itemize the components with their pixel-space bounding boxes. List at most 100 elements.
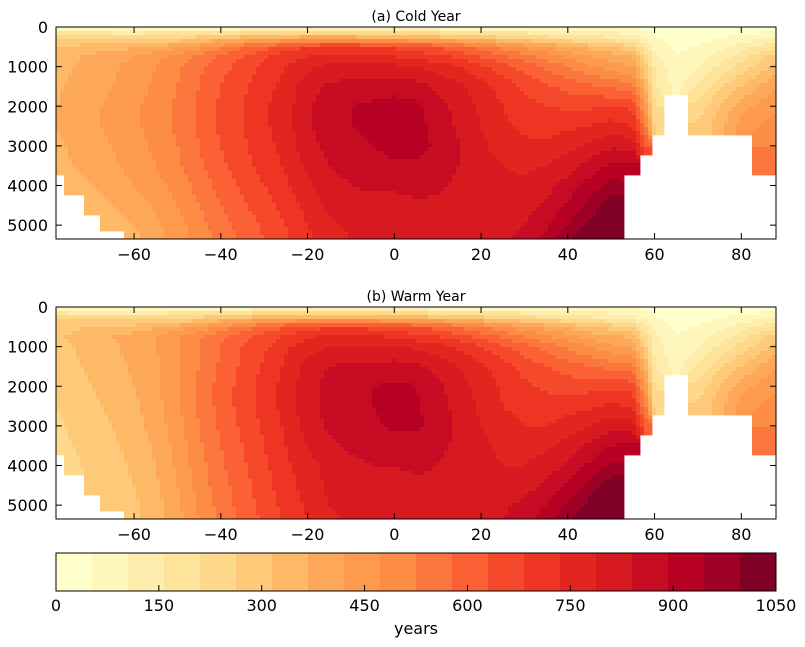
contour-cell — [332, 27, 337, 32]
contour-cell — [300, 107, 305, 112]
contour-cell — [328, 195, 333, 200]
contour-cell — [292, 131, 297, 136]
contour-cell — [428, 63, 433, 68]
contour-cell — [244, 27, 249, 32]
contour-cell — [368, 179, 373, 184]
contour-cell — [300, 175, 305, 180]
contour-cell — [164, 171, 169, 176]
contour-cell — [356, 47, 361, 52]
contour-cell — [416, 119, 421, 124]
contour-cell — [92, 167, 97, 172]
contour-cell — [256, 151, 261, 156]
contour-cell — [136, 167, 141, 172]
contour-cell — [136, 47, 141, 52]
contour-cell — [104, 147, 109, 152]
contour-cell — [364, 43, 369, 48]
contour-cell — [208, 99, 213, 104]
contour-cell — [72, 187, 77, 192]
contour-cell — [104, 35, 109, 40]
contour-cell — [216, 83, 221, 88]
contour-cell — [320, 195, 325, 200]
contour-cell — [56, 39, 61, 44]
contour-cell — [340, 199, 345, 204]
contour-cell — [184, 191, 189, 196]
contour-cell — [264, 135, 269, 140]
contour-cell — [120, 147, 125, 152]
contour-cell — [376, 99, 381, 104]
contour-cell — [284, 147, 289, 152]
contour-cell — [360, 79, 365, 84]
contour-cell — [416, 211, 421, 216]
contour-cell — [436, 187, 441, 192]
contour-cell — [156, 203, 161, 208]
contour-cell — [236, 207, 241, 212]
contour-cell — [92, 111, 97, 116]
contour-cell — [360, 75, 365, 80]
contour-cell — [436, 163, 441, 168]
contour-cell — [220, 59, 225, 64]
contour-cell — [304, 195, 309, 200]
contour-cell — [248, 135, 253, 140]
contour-cell — [428, 143, 433, 148]
contour-cell — [436, 131, 441, 136]
contour-cell — [56, 171, 61, 176]
contour-cell — [220, 91, 225, 96]
contour-cell — [204, 147, 209, 152]
contour-cell — [268, 39, 273, 44]
contour-cell — [260, 47, 265, 52]
contour-cell — [224, 47, 229, 52]
contour-cell — [436, 175, 441, 180]
contour-cell — [428, 215, 433, 220]
contour-cell — [180, 91, 185, 96]
contour-cell — [164, 219, 169, 224]
contour-cell — [168, 79, 173, 84]
contour-cell — [300, 195, 305, 200]
contour-cell — [288, 211, 293, 216]
contour-cell — [320, 159, 325, 164]
contour-cell — [208, 231, 213, 236]
contour-cell — [376, 203, 381, 208]
contour-cell — [328, 63, 333, 68]
contour-cell — [368, 35, 373, 40]
contour-cell — [320, 63, 325, 68]
contour-cell — [280, 191, 285, 196]
contour-cell — [124, 215, 129, 220]
contour-cell — [304, 51, 309, 56]
contour-cell — [76, 51, 81, 56]
contour-cell — [196, 195, 201, 200]
contour-cell — [344, 147, 349, 152]
contour-cell — [420, 87, 425, 92]
contour-cell — [432, 135, 437, 140]
contour-cell — [64, 63, 69, 68]
contour-cell — [180, 71, 185, 76]
contour-cell — [420, 127, 425, 132]
contour-cell — [248, 111, 253, 116]
contour-cell — [308, 95, 313, 100]
contour-cell — [128, 171, 133, 176]
contour-cell — [272, 199, 277, 204]
contour-cell — [92, 51, 97, 56]
contour-cell — [120, 51, 125, 56]
contour-cell — [344, 231, 349, 236]
contour-cell — [172, 131, 177, 136]
contour-cell — [340, 179, 345, 184]
contour-cell — [128, 227, 133, 232]
contour-cell — [312, 187, 317, 192]
contour-cell — [428, 75, 433, 80]
contour-cell — [180, 167, 185, 172]
contour-cell — [372, 139, 377, 144]
contour-cell — [244, 35, 249, 40]
contour-cell — [184, 47, 189, 52]
contour-cell — [116, 111, 121, 116]
contour-cell — [348, 111, 353, 116]
contour-cell — [168, 235, 173, 240]
contour-cell — [116, 35, 121, 40]
contour-cell — [116, 95, 121, 100]
contour-cell — [168, 147, 173, 152]
contour-cell — [408, 27, 413, 32]
contour-cell — [104, 31, 109, 36]
contour-cell — [284, 139, 289, 144]
contour-cell — [88, 199, 93, 204]
contour-cell — [100, 195, 105, 200]
contour-cell — [172, 207, 177, 212]
